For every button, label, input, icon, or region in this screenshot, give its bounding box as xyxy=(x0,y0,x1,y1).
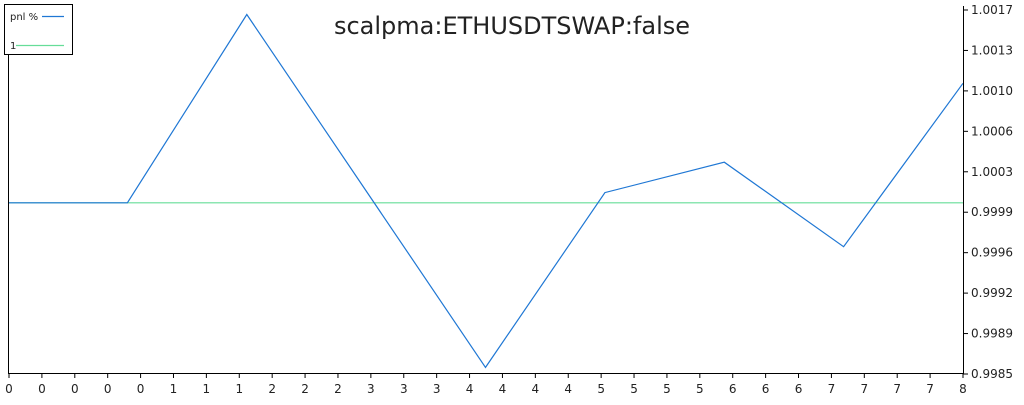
x-tick-label: 4 xyxy=(466,382,474,396)
x-tick-label: 5 xyxy=(597,382,605,396)
x-tick-label: 2 xyxy=(334,382,342,396)
x-tick-label: 0 xyxy=(71,382,79,396)
series-line-pnl xyxy=(8,13,964,369)
x-tick-label: 3 xyxy=(400,382,408,396)
chart-title: scalpma:ETHUSDTSWAP:false xyxy=(334,12,690,40)
x-tick-label: 3 xyxy=(433,382,441,396)
x-tick-label: 7 xyxy=(860,382,868,396)
y-tick-label: 0.9999 xyxy=(971,205,1013,219)
x-tick-label: 3 xyxy=(367,382,375,396)
legend-label-pnl: pnl % xyxy=(10,12,38,23)
x-tick-label: 5 xyxy=(696,382,704,396)
x-tick-label: 7 xyxy=(926,382,934,396)
x-tick-label: 6 xyxy=(762,382,770,396)
x-tick-label: 7 xyxy=(828,382,836,396)
y-tick-label: 0.9989 xyxy=(971,327,1013,341)
y-tick-label: 1.0006 xyxy=(971,124,1013,138)
x-tick-label: 7 xyxy=(893,382,901,396)
y-tick-label: 1.0003 xyxy=(971,165,1013,179)
y-axis-ticks: 1.0017 1.0013 1.0010 1.0006 1.0003 0.9999 0.99… xyxy=(963,3,1013,381)
y-tick-label: 0.9996 xyxy=(971,246,1013,260)
x-tick-label: 6 xyxy=(729,382,737,396)
legend: pnl % 1 xyxy=(4,4,73,55)
x-tick-label: 0 xyxy=(137,382,145,396)
x-axis-ticks: 0 0 0 0 0 1 1 1 2 2 2 3 3 3 4 4 4 4 5 5 5 5 6 6 6 7 7 7 7 8 xyxy=(5,373,967,396)
x-tick-label: 0 xyxy=(104,382,112,396)
x-tick-label: 4 xyxy=(564,382,572,396)
x-tick-label: 0 xyxy=(38,382,46,396)
x-tick-label: 2 xyxy=(268,382,276,396)
y-tick-label: 1.0010 xyxy=(971,84,1013,98)
y-tick-label: 1.0013 xyxy=(971,43,1013,57)
legend-label-baseline: 1 xyxy=(10,41,16,52)
y-tick-label: 1.0017 xyxy=(971,3,1013,17)
x-tick-label: 8 xyxy=(959,382,967,396)
x-tick-label: 0 xyxy=(5,382,13,396)
x-tick-label: 1 xyxy=(170,382,178,396)
x-tick-label: 5 xyxy=(630,382,638,396)
x-tick-label: 4 xyxy=(499,382,507,396)
x-tick-label: 5 xyxy=(663,382,671,396)
x-tick-label: 1 xyxy=(235,382,243,396)
y-tick-label: 0.9985 xyxy=(971,367,1013,381)
x-tick-label: 2 xyxy=(301,382,309,396)
y-tick-label: 0.9992 xyxy=(971,286,1013,300)
legend-box xyxy=(4,4,73,55)
x-tick-label: 6 xyxy=(795,382,803,396)
x-tick-label: 4 xyxy=(532,382,540,396)
plot-lines xyxy=(8,13,964,369)
x-tick-label: 1 xyxy=(203,382,211,396)
